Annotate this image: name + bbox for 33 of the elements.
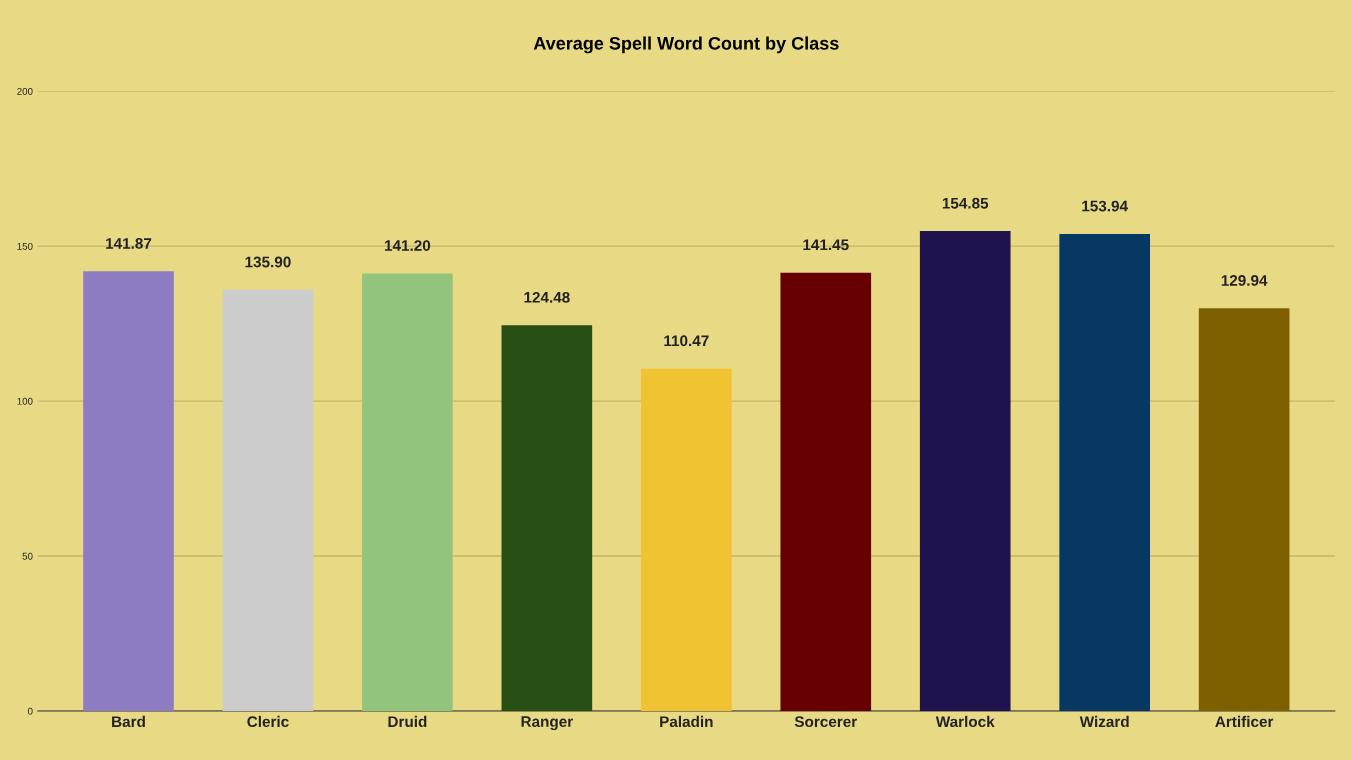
data-label: 154.85 <box>942 197 989 209</box>
data-label: 141.87 <box>106 238 152 249</box>
y-tick-label: 50 <box>22 552 33 560</box>
y-tick-label: 0 <box>27 707 33 715</box>
bar <box>780 272 872 711</box>
bar <box>640 368 732 711</box>
bar <box>222 289 314 711</box>
data-label: 141.20 <box>384 240 431 251</box>
x-tick-label: Sorcerer <box>794 716 857 728</box>
y-tick-label: 100 <box>17 397 33 405</box>
x-tick-label: Artificer <box>1215 715 1274 728</box>
x-tick-label: Ranger <box>521 716 573 731</box>
data-label: 135.90 <box>245 256 291 268</box>
data-label: 153.94 <box>1082 200 1128 212</box>
data-label: 124.48 <box>524 291 570 303</box>
bar <box>501 325 593 711</box>
data-label: 110.47 <box>664 335 709 347</box>
x-tick-label: Warlock <box>935 715 995 728</box>
x-tick-label: Wizard <box>1079 715 1129 728</box>
x-tick-label: Druid <box>388 715 427 728</box>
bar <box>1059 233 1151 711</box>
x-tick-label: Cleric <box>247 715 289 728</box>
data-label: 141.45 <box>803 239 849 251</box>
bar <box>1198 308 1290 711</box>
y-tick-label: 150 <box>17 242 33 250</box>
data-label: 129.94 <box>1221 275 1268 286</box>
bar <box>83 271 174 711</box>
bar <box>362 273 453 711</box>
x-tick-label: Paladin <box>660 715 713 728</box>
x-tick-label: Bard <box>112 715 145 728</box>
chart-title: Average Spell Word Count by Class <box>533 36 839 54</box>
y-tick-label: 200 <box>17 87 33 95</box>
bar <box>919 231 1011 711</box>
